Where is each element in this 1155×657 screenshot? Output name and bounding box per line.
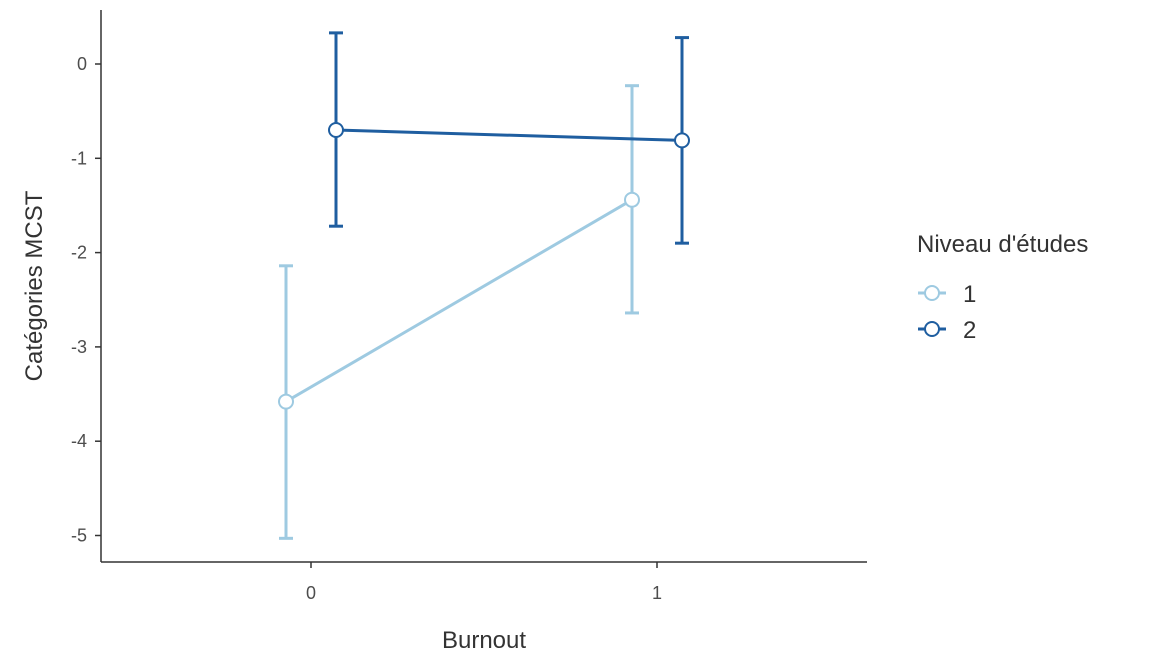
data-point (278, 393, 294, 410)
legend-item-2: 2 (918, 317, 976, 344)
data-point (674, 132, 690, 149)
legend-label: 2 (963, 317, 976, 344)
legend-label: 1 (963, 281, 976, 308)
legend-title: Niveau d'études (917, 231, 1088, 258)
series-line (285, 198, 633, 403)
data-point (624, 191, 640, 208)
x-axis-title: Burnout (442, 627, 526, 654)
y-tick-label: -1 (71, 148, 87, 168)
y-tick-label: -5 (71, 526, 87, 546)
x-tick-label: 0 (306, 583, 316, 603)
legend-key-point (924, 321, 940, 337)
series-line (335, 128, 683, 142)
axes: 0 -1 -2 -3 -4 -5 0 1 (71, 10, 867, 603)
y-tick-label: -4 (71, 431, 87, 451)
series-1 (278, 84, 640, 540)
y-tick-label: -3 (71, 337, 87, 357)
legend-item-1: 1 (918, 281, 976, 308)
legend: Niveau d'études 1 2 (917, 231, 1088, 344)
y-tick-label: 0 (77, 54, 87, 74)
legend-key-point (924, 285, 940, 301)
y-tick-label: -2 (71, 243, 87, 263)
x-tick-label: 1 (652, 583, 662, 603)
series-layer (278, 31, 690, 540)
series-2 (328, 31, 690, 245)
data-point (328, 122, 344, 139)
y-axis-title: Catégories MCST (21, 190, 48, 381)
